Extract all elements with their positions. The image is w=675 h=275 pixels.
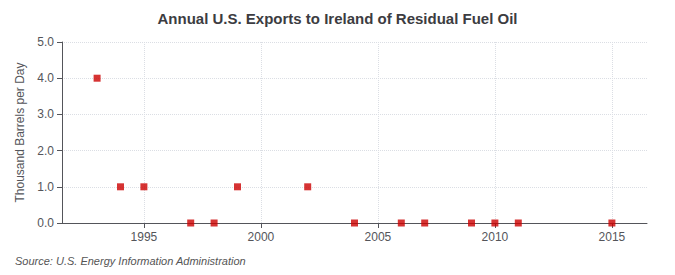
svg-text:5.0: 5.0 xyxy=(37,35,54,49)
svg-text:2010: 2010 xyxy=(482,230,509,244)
svg-text:3.0: 3.0 xyxy=(37,107,54,121)
svg-text:0.0: 0.0 xyxy=(37,216,54,230)
svg-text:1995: 1995 xyxy=(131,230,158,244)
svg-text:1.0: 1.0 xyxy=(37,180,54,194)
svg-text:4.0: 4.0 xyxy=(37,71,54,85)
svg-text:Annual U.S. Exports to Ireland: Annual U.S. Exports to Ireland of Residu… xyxy=(157,10,517,27)
svg-text:2000: 2000 xyxy=(248,230,275,244)
svg-text:2015: 2015 xyxy=(599,230,626,244)
svg-text:Thousand Barrels per Day: Thousand Barrels per Day xyxy=(13,62,27,202)
svg-text:Source: U.S. Energy Informatio: Source: U.S. Energy Information Administ… xyxy=(15,255,246,267)
svg-text:2005: 2005 xyxy=(365,230,392,244)
svg-text:2.0: 2.0 xyxy=(37,144,54,158)
